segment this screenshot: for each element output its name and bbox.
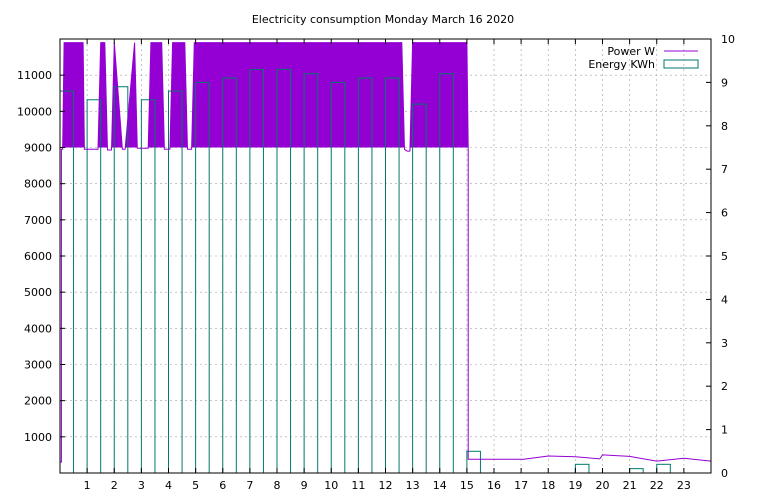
y2-tick-label: 8 [721, 120, 728, 133]
y-tick-label: 11000 [17, 69, 52, 82]
y-tick-label: 6000 [24, 250, 52, 263]
energy-bar [574, 463, 590, 474]
x-tick-label: 17 [514, 479, 528, 492]
x-tick-label: 1 [84, 479, 91, 492]
y-tick-label: 1000 [24, 431, 52, 444]
y2-tick-label: 4 [721, 293, 728, 306]
y2-tick-label: 6 [721, 207, 728, 220]
power-line [60, 42, 712, 463]
x-tick-label: 7 [246, 479, 253, 492]
legend-energy-label: Energy KWh [588, 58, 655, 71]
x-tick-label: 9 [301, 479, 308, 492]
energy-bar [629, 468, 644, 474]
x-tick-label: 5 [192, 479, 199, 492]
y2-tick-label: 5 [721, 250, 728, 263]
x-tick-label: 23 [677, 479, 691, 492]
chart-title: Electricity consumption Monday March 16 … [252, 13, 514, 26]
y2-tick-label: 10 [721, 33, 735, 46]
energy-bar [168, 90, 183, 474]
y2-tick-label: 2 [721, 380, 728, 393]
y-tick-label: 7000 [24, 214, 52, 227]
y-tick-label: 8000 [24, 178, 52, 191]
y-tick-label: 4000 [24, 322, 52, 335]
x-tick-label: 2 [111, 479, 118, 492]
y-tick-label: 3000 [24, 359, 52, 372]
x-tick-label: 13 [406, 479, 420, 492]
y-tick-label: 10000 [17, 105, 52, 118]
y-tick-label: 5000 [24, 286, 52, 299]
y-tick-label: 2000 [24, 395, 52, 408]
x-tick-label: 11 [351, 479, 365, 492]
energy-bar [140, 99, 156, 474]
x-tick-label: 22 [650, 479, 664, 492]
x-tick-label: 4 [165, 479, 172, 492]
x-tick-label: 21 [623, 479, 637, 492]
energy-bar [59, 90, 75, 474]
x-tick-label: 16 [487, 479, 501, 492]
x-tick-label: 10 [324, 479, 338, 492]
legend-power-label: Power W [607, 45, 655, 58]
legend-energy-swatch [663, 59, 699, 69]
ticks-layer: 1 2 3 4 5 6 7 8 9 10 11 12 13 14 15 16 17 18 19 20 21 22 23100… [17, 33, 735, 492]
y-tick-label: 9000 [24, 142, 52, 155]
x-tick-label: 6 [219, 479, 226, 492]
y2-tick-label: 3 [721, 337, 728, 350]
x-tick-label: 18 [541, 479, 555, 492]
energy-bar [656, 463, 671, 474]
x-tick-label: 14 [433, 479, 447, 492]
energy-bar [86, 99, 102, 474]
y2-tick-label: 0 [721, 467, 728, 480]
x-tick-label: 8 [274, 479, 281, 492]
x-tick-label: 15 [460, 479, 474, 492]
x-tick-label: 12 [379, 479, 393, 492]
energy-bar [466, 450, 481, 474]
y2-tick-label: 7 [721, 163, 728, 176]
power-line-layer [60, 42, 712, 463]
legend: Power W Energy KWh [588, 45, 699, 71]
x-tick-label: 3 [138, 479, 145, 492]
x-tick-label: 19 [568, 479, 582, 492]
y2-tick-label: 1 [721, 424, 728, 437]
y2-tick-label: 9 [721, 76, 728, 89]
energy-bar [412, 103, 427, 474]
x-tick-label: 20 [596, 479, 610, 492]
